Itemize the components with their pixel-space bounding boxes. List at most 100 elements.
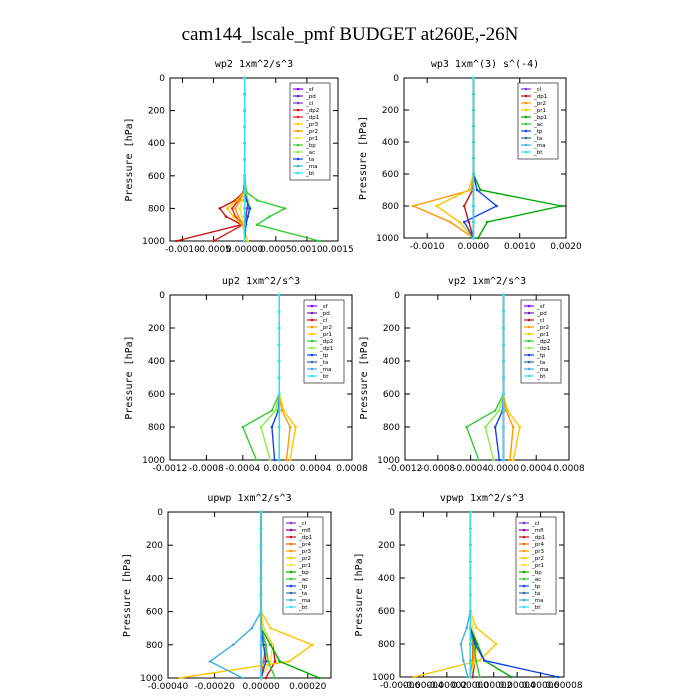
series-point [494,642,498,646]
legend-marker [522,563,526,567]
series-point [502,458,505,462]
legend-entry: _pr2 [305,129,318,135]
series-point [502,310,505,313]
legend-marker [289,598,293,602]
series-point [212,239,215,243]
series-point [471,675,474,679]
series-group [174,76,321,243]
series-point [502,343,505,346]
series-point [502,359,505,363]
series-point [270,425,274,429]
legend-marker [289,591,293,595]
legend-marker [522,598,526,602]
legend-marker [289,570,293,574]
x-tick-label: -0.0005 [196,245,231,255]
series-point [511,425,515,429]
series-point [218,207,222,210]
series-point [178,676,181,680]
y-tick-label: 800 [382,202,399,212]
series-line-dp2 [465,295,505,461]
legend-entry: _ac [305,150,315,156]
series-point [506,409,509,412]
series-point [493,425,497,429]
legend-marker [524,87,528,91]
series-point [243,125,246,129]
x-tick-label: -0.0008 [420,464,455,474]
series-point [502,376,505,379]
legend: _cl_mfl_dp1_pr4_pr3_pr2_pr1_bp_ac_tp_ta_… [282,516,324,615]
legend-entry: _ma [531,598,543,604]
legend-marker [522,528,526,532]
x-tick-label: -0.00006 [380,681,421,691]
y-tick-label: 400 [148,357,165,367]
x-tick-label: -0.00002 [427,681,467,691]
legend-marker [289,584,293,588]
x-tick-label: 0.0000 [458,242,490,252]
legend-entry: _cl [305,101,314,107]
legend-entry: _pr1 [305,136,318,142]
series-point [243,198,246,202]
y-tick-label: 400 [148,139,165,149]
series-point [243,207,246,210]
series-point [560,204,563,208]
y-tick-label: 600 [148,390,165,400]
y-tick-label: 1000 [140,674,163,684]
legend-marker [289,556,293,560]
series-point [248,207,251,210]
y-axis-label: Pressure [hPa] [122,553,133,637]
legend-marker [527,325,531,329]
series-point [472,92,475,96]
series-point [472,188,475,192]
series-line-dp1 [463,78,475,239]
series-point [508,458,512,462]
legend-marker [296,108,300,112]
x-tick-label: 0.0000 [488,464,520,474]
y-tick-label: 1000 [376,234,399,244]
legend-marker [296,136,300,140]
legend-entry: _pr3 [298,549,312,555]
y-tick-label: 400 [383,357,400,367]
series-point [277,425,281,429]
series-point [277,409,281,412]
series-point [232,215,235,218]
series-point [259,660,263,663]
panel-title: vp2 1xm^2/s^3 [448,276,526,287]
series-point [243,215,246,218]
series-point [250,626,254,630]
legend-entry: _ta [298,591,307,597]
series-point [283,207,287,210]
chart-panel-6: vpwp 1xm^2/s^3 Pressure [hPa] 0 200 400 600 80… [354,493,583,691]
series-point [277,326,281,330]
legend-marker [527,374,531,378]
legend-entry: _cl [533,87,542,93]
series-point [239,198,242,202]
series-point [518,425,522,429]
plot-frame [169,294,353,461]
legend-entry: _bp1 [533,115,547,121]
legend-marker [310,367,314,371]
y-tick-label: 0 [159,74,165,84]
series-point [245,207,249,210]
plot-frame [399,511,565,678]
series-point [469,188,473,192]
series-line-tp [463,78,498,239]
legend-marker [289,542,293,546]
series-point [285,458,288,462]
series-point [225,207,229,210]
series-point [475,188,479,192]
legend: _cl_dp1_pr2_pr1_bp1_ac_tp_ta_ma_bt [517,82,559,160]
y-tick-label: 0 [393,74,399,84]
x-tick-label: 0.00002 [475,681,512,691]
series-point [465,626,469,629]
x-tick-label: -0.0010 [410,242,445,252]
legend-marker [522,577,526,581]
x-tick-label: 0.0010 [291,245,323,255]
series-point [277,293,281,297]
legend-entry: _ta [533,136,542,142]
series-point [467,188,471,192]
series-point [277,376,281,379]
legend-entry: _pr2 [533,101,546,107]
series-point [271,643,275,647]
legend: _cl_mfl_dp1_pr4_pr3_pr2_pr1_bp_ac_tp_ta_… [515,516,557,615]
